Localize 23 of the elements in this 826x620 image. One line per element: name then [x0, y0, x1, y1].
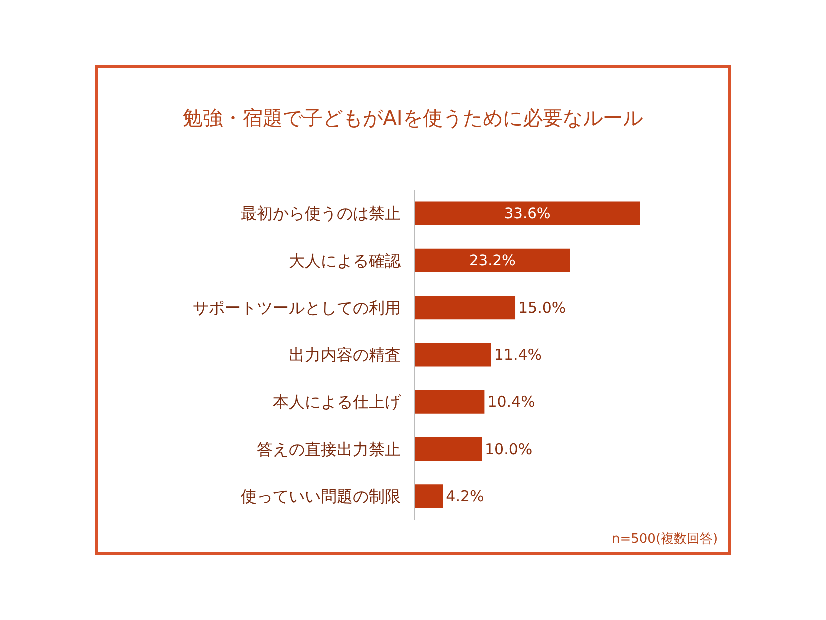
- y-tick-label: 最初から使うのは禁止: [240, 204, 401, 224]
- bar: [415, 343, 492, 367]
- y-tick-label: 本人による仕上げ: [272, 392, 402, 412]
- bar: [415, 390, 485, 414]
- y-tick-label: 出力内容の精査: [288, 346, 401, 365]
- bar: [415, 484, 444, 508]
- y-tick-label: 答えの直接出力禁止: [256, 440, 401, 459]
- data-label: 33.6%: [504, 205, 551, 222]
- y-tick-label: 大人による確認: [288, 251, 401, 270]
- data-label: 23.2%: [469, 252, 516, 270]
- data-label: 10.0%: [485, 440, 533, 458]
- data-label: 15.0%: [518, 298, 566, 317]
- data-label: 11.4%: [494, 346, 542, 364]
- chart-title: 勉強・宿題で子どもがAIを使うために必要なルール: [183, 106, 643, 130]
- y-tick-label: 使っていい問題の制限: [240, 487, 401, 506]
- text: n=500(複数回答): [612, 532, 718, 547]
- bar: [415, 296, 516, 320]
- bar: [415, 202, 640, 226]
- bar: [415, 438, 482, 462]
- data-label: 4.2%: [446, 487, 484, 506]
- y-tick-label: サポートツールとしての利用: [192, 298, 401, 318]
- bar: [415, 248, 570, 272]
- data-label: 10.4%: [488, 393, 536, 412]
